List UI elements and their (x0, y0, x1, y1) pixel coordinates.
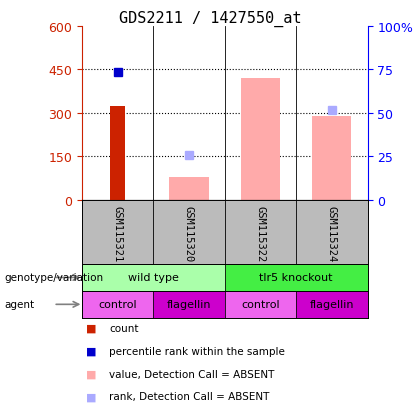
Text: ■: ■ (86, 392, 97, 401)
Bar (82, 264, 225, 291)
Text: ■: ■ (86, 369, 97, 379)
Text: value, Detection Call = ABSENT: value, Detection Call = ABSENT (109, 369, 275, 379)
Text: control: control (98, 299, 137, 310)
Text: ■: ■ (86, 346, 97, 356)
Bar (110, 106, 126, 200)
Text: GSM115324: GSM115324 (327, 205, 337, 261)
Text: percentile rank within the sample: percentile rank within the sample (109, 346, 285, 356)
Bar (153, 291, 225, 318)
Bar (169, 177, 209, 200)
Bar (312, 116, 352, 200)
Text: genotype/variation: genotype/variation (4, 273, 103, 283)
Bar (82, 291, 153, 318)
Text: GSM115321: GSM115321 (113, 205, 123, 261)
Text: GSM115320: GSM115320 (184, 205, 194, 261)
Text: wild type: wild type (128, 273, 179, 283)
Text: flagellin: flagellin (310, 299, 354, 310)
Text: ■: ■ (86, 323, 97, 333)
Text: control: control (241, 299, 280, 310)
Text: flagellin: flagellin (167, 299, 211, 310)
Text: tlr5 knockout: tlr5 knockout (260, 273, 333, 283)
Bar (296, 291, 368, 318)
Text: rank, Detection Call = ABSENT: rank, Detection Call = ABSENT (109, 392, 270, 401)
Bar (225, 264, 368, 291)
Text: GDS2211 / 1427550_at: GDS2211 / 1427550_at (119, 10, 301, 26)
Bar (225, 291, 296, 318)
Bar (241, 79, 280, 200)
Text: agent: agent (4, 299, 34, 310)
Text: GSM115322: GSM115322 (255, 205, 265, 261)
Text: count: count (109, 323, 139, 333)
